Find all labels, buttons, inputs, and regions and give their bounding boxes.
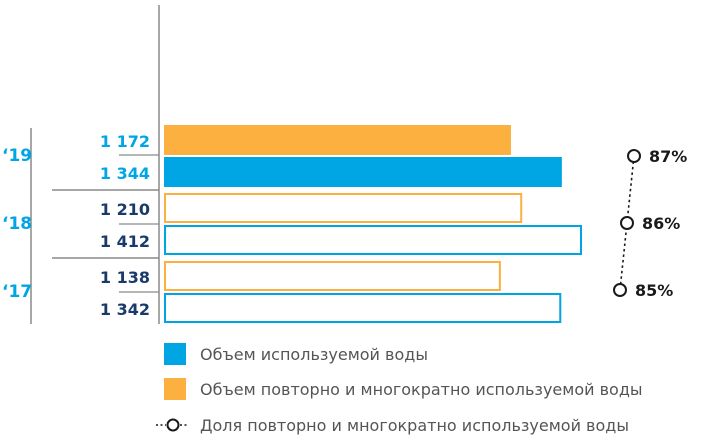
chart-legend: Объем используемой воды Объем повторно и … [156, 343, 643, 435]
share-point [613, 283, 627, 297]
share-point [620, 216, 634, 230]
value-label-total: 1 412 [100, 232, 150, 251]
category-label: ‘18 [2, 214, 32, 234]
legend-swatch-total [164, 343, 186, 365]
legend-label-total: Объем используемой воды [200, 345, 428, 364]
share-label: 87% [649, 147, 687, 166]
value-label-reused: 1 138 [100, 268, 150, 287]
category-label: ‘17 [2, 282, 32, 302]
bar-reused [164, 261, 501, 291]
chart-bars [164, 125, 582, 323]
legend-swatch-reused [164, 378, 186, 400]
bar-total [164, 157, 562, 187]
chart-labels: 1 172 1 344 ‘19 1 210 1 412 ‘18 1 138 1 342 ‘17 [2, 132, 150, 319]
category-label: ‘19 [2, 146, 32, 166]
value-label-reused: 1 210 [100, 200, 150, 219]
value-label-reused: 1 172 [100, 132, 150, 151]
chart-axes [30, 5, 160, 324]
bar-reused [164, 125, 511, 155]
value-label-total: 1 344 [100, 164, 150, 183]
value-label-total: 1 342 [100, 300, 150, 319]
bar-reused [164, 193, 523, 223]
share-label: 85% [635, 281, 673, 300]
share-series: 87% 86% 85% [613, 147, 687, 300]
legend-label-share: Доля повторно и многократно используемой… [200, 416, 629, 435]
legend-label-reused: Объем повторно и многократно используемо… [200, 380, 643, 399]
share-point [627, 149, 641, 163]
bar-total [164, 225, 582, 255]
share-label: 86% [642, 214, 680, 233]
bar-total [164, 293, 562, 323]
legend-share-marker [166, 418, 180, 432]
